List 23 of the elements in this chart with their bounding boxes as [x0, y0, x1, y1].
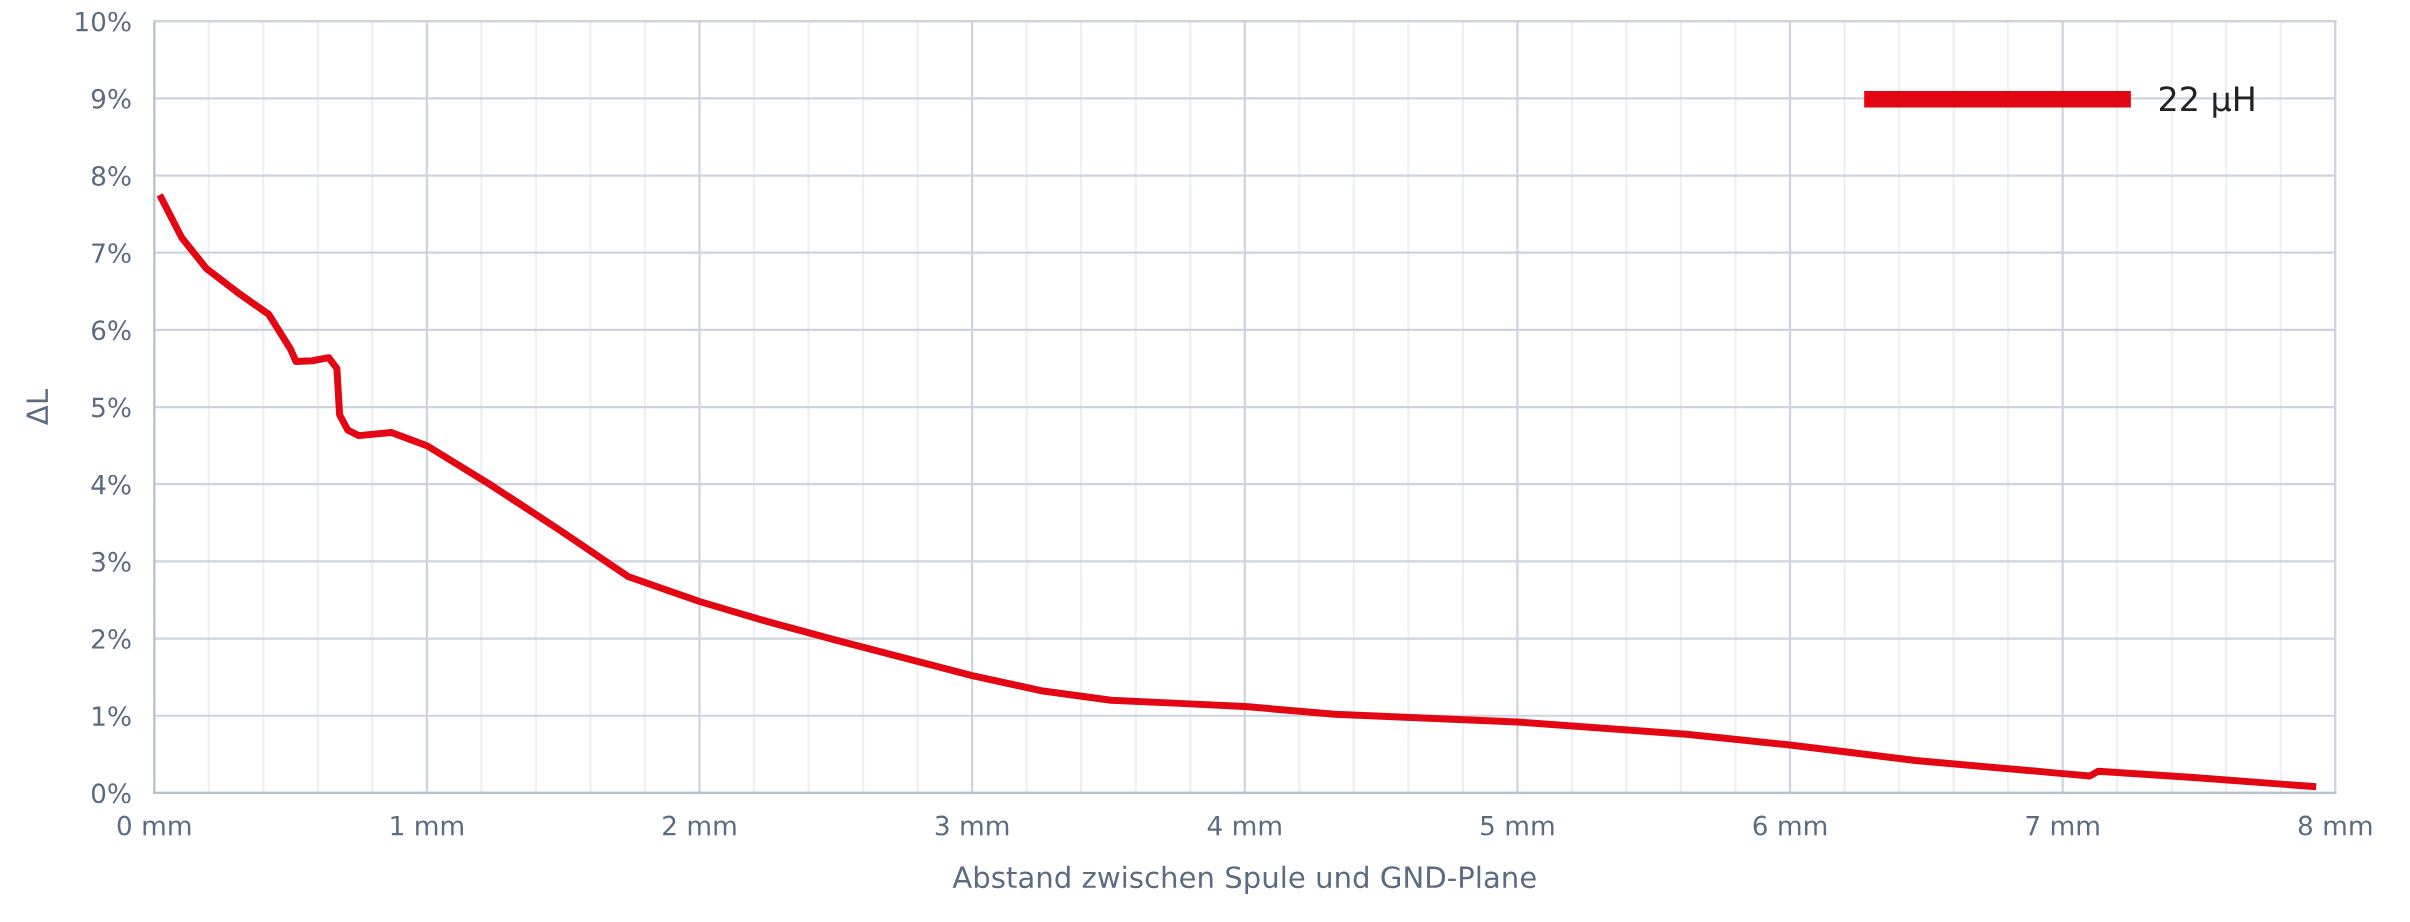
x-tick-label: 3 mm [935, 815, 1009, 836]
x-tick-label: 5 mm [1481, 815, 1554, 836]
x-tick-label: 6 mm [1753, 815, 1827, 836]
y-tick-label: 7% [92, 243, 131, 264]
y-tick-label: 8% [91, 165, 131, 186]
y-tick-label: 10% [76, 11, 131, 32]
x-tick-label: 7 mm [2026, 815, 2099, 836]
x-tick-label: 8 mm [2298, 815, 2372, 836]
y-tick-label: 9% [91, 88, 131, 109]
y-axis-title: ΔL [26, 389, 48, 425]
y-tick-label: 6% [92, 320, 131, 341]
x-axis-title: Abstand zwischen Spule und GND-Plane [952, 865, 1536, 894]
x-tick-label: 4 mm [1207, 815, 1281, 836]
text: 22 µH [2159, 86, 2254, 118]
y-tick-label: 0% [91, 783, 131, 804]
x-tick-label: 0 mm [117, 815, 191, 836]
y-tick-label: 4% [91, 474, 131, 495]
y-tick-label: 3% [92, 551, 131, 572]
x-tick-label: 2 mm [663, 815, 736, 836]
y-tick-label: 5% [92, 397, 131, 418]
y-tick-label: 2% [92, 629, 131, 649]
x-tick-label: 1 mm [391, 815, 463, 836]
y-tick-label: 1% [93, 706, 131, 727]
